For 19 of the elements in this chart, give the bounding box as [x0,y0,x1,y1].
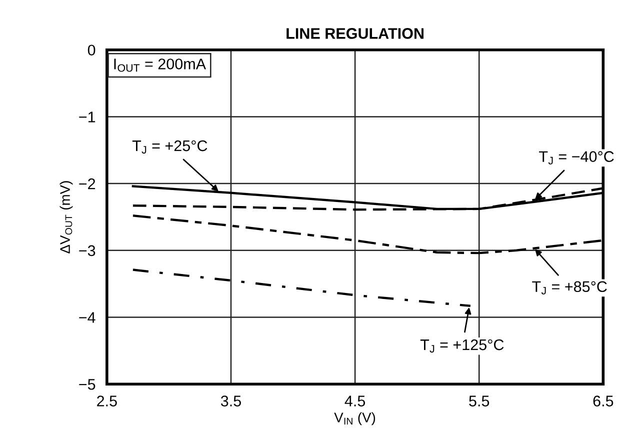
annotation: T$_{J}$ = +125°C [420,339,504,353]
x-tick-label: 6.5 [593,396,614,406]
y-axis-title: ΔV$_{OUT}$ (mV) [60,181,73,254]
chart-title: LINE REGULATION [286,28,424,39]
annotation: I$_{OUT}$ = 200mA [114,58,206,72]
x-tick-label: 4.5 [344,396,366,406]
y-tick-label: 0 [88,44,96,56]
y-tick-label: −3 [79,245,96,256]
y-tick-label: −2 [79,178,96,190]
y-tick-label: −4 [79,312,96,323]
x-tick-label: 5.5 [469,396,490,406]
annotation: T$_{J}$ = +25°C [132,140,208,154]
x-tick-label: 3.5 [220,396,241,406]
y-tick-label: −5 [79,379,96,390]
annotation: T$_{J}$ = −40°C [539,151,614,164]
x-axis-title: V$_{IN}$ (V) [334,412,376,426]
x-tick-label: 2.5 [97,396,117,406]
y-tick-label: −1 [79,112,96,122]
annotation: T$_{J}$ = +85°C [532,281,607,294]
